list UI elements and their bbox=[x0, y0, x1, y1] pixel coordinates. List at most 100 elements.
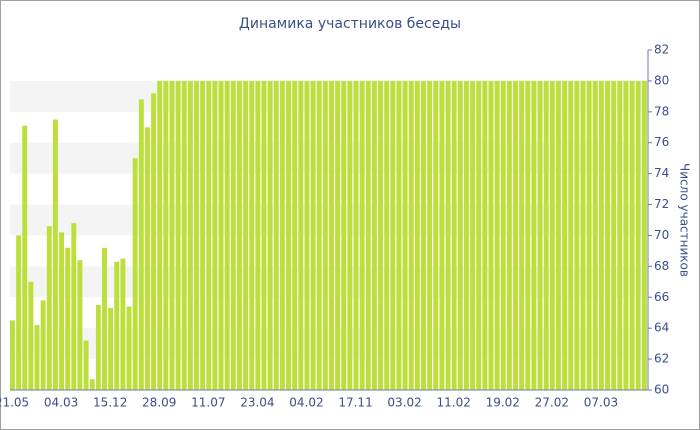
x-tick-label: 15.12 bbox=[93, 396, 127, 410]
bar bbox=[28, 281, 34, 390]
bar bbox=[433, 80, 439, 390]
bar bbox=[194, 80, 199, 390]
bar bbox=[59, 232, 65, 390]
bar bbox=[249, 80, 255, 390]
bar bbox=[144, 127, 150, 390]
bar bbox=[46, 226, 52, 390]
x-tick-label: 04.03 bbox=[44, 396, 78, 410]
bar bbox=[384, 80, 390, 390]
x-tick-label: 04.02 bbox=[289, 396, 323, 410]
bar bbox=[316, 80, 322, 390]
bar bbox=[408, 80, 414, 390]
bar bbox=[212, 80, 218, 390]
bar bbox=[71, 223, 77, 390]
bar bbox=[488, 80, 494, 390]
bar bbox=[470, 80, 476, 390]
bar bbox=[605, 80, 610, 390]
bar bbox=[347, 80, 353, 390]
bar bbox=[108, 308, 114, 390]
y-tick-label: 72 bbox=[654, 197, 669, 211]
bar bbox=[52, 119, 58, 390]
bar bbox=[40, 300, 46, 390]
bar bbox=[580, 80, 586, 390]
bar bbox=[218, 80, 224, 390]
bar bbox=[206, 80, 212, 390]
y-tick-label: 82 bbox=[654, 43, 669, 57]
y-tick-label: 66 bbox=[654, 290, 669, 304]
bar bbox=[611, 80, 617, 390]
bar bbox=[592, 80, 598, 390]
bar bbox=[10, 320, 15, 390]
bar bbox=[463, 80, 469, 390]
x-tick-label: 28.09 bbox=[142, 396, 176, 410]
y-axis-label: Число участников bbox=[678, 163, 692, 277]
bar bbox=[200, 80, 206, 390]
bar bbox=[482, 80, 488, 390]
bar bbox=[494, 80, 500, 390]
y-tick-label: 76 bbox=[654, 135, 669, 149]
bar bbox=[335, 80, 341, 390]
bar bbox=[181, 80, 187, 390]
bar bbox=[555, 80, 561, 390]
bar bbox=[230, 80, 236, 390]
y-tick-label: 60 bbox=[654, 383, 669, 397]
bar bbox=[635, 80, 641, 390]
bar bbox=[365, 80, 371, 390]
y-tick-label: 62 bbox=[654, 352, 669, 366]
bar bbox=[371, 80, 377, 390]
bar bbox=[421, 80, 426, 390]
y-tick-label: 64 bbox=[654, 321, 669, 335]
bar bbox=[95, 305, 101, 390]
bar bbox=[617, 80, 623, 390]
bar bbox=[537, 80, 543, 390]
bar bbox=[439, 80, 445, 390]
bar bbox=[586, 80, 592, 390]
bar bbox=[120, 258, 126, 390]
bar bbox=[549, 80, 555, 390]
bar bbox=[292, 80, 298, 390]
bar bbox=[151, 93, 157, 390]
x-tick-label: 07.03 bbox=[584, 396, 618, 410]
bar bbox=[83, 340, 89, 390]
bar bbox=[298, 80, 304, 390]
bar bbox=[138, 99, 144, 391]
bar bbox=[255, 80, 261, 390]
bar bbox=[451, 80, 457, 390]
bar bbox=[598, 80, 604, 390]
bar bbox=[519, 80, 525, 390]
x-tick-label: 03.02 bbox=[387, 396, 421, 410]
bar bbox=[16, 235, 22, 390]
bar bbox=[641, 80, 647, 390]
bar bbox=[304, 80, 310, 390]
bar bbox=[402, 80, 408, 390]
bar bbox=[157, 80, 163, 390]
bar bbox=[310, 80, 316, 390]
bar bbox=[531, 80, 537, 390]
x-tick-label: 19.02 bbox=[486, 396, 520, 410]
x-tick-label: 11.07 bbox=[191, 396, 225, 410]
bar bbox=[34, 325, 40, 390]
bar bbox=[243, 80, 249, 390]
bar bbox=[500, 80, 506, 390]
bar bbox=[414, 80, 420, 390]
x-tick-label: 27.02 bbox=[535, 396, 569, 410]
bar bbox=[236, 80, 242, 390]
bar bbox=[89, 379, 95, 390]
bar bbox=[267, 80, 273, 390]
bar bbox=[126, 306, 132, 390]
bar bbox=[187, 80, 193, 390]
x-tick-label: 23.04 bbox=[240, 396, 274, 410]
bar bbox=[457, 80, 463, 390]
bar bbox=[322, 80, 328, 390]
bar bbox=[513, 80, 518, 390]
bar bbox=[169, 80, 175, 390]
bar bbox=[163, 80, 169, 390]
bar bbox=[273, 80, 279, 390]
bar bbox=[445, 80, 451, 390]
bar bbox=[427, 80, 433, 390]
bar bbox=[114, 261, 120, 390]
bar bbox=[22, 125, 28, 391]
bar bbox=[623, 80, 629, 390]
y-tick-label: 68 bbox=[654, 259, 669, 273]
y-tick-label: 74 bbox=[654, 166, 669, 180]
